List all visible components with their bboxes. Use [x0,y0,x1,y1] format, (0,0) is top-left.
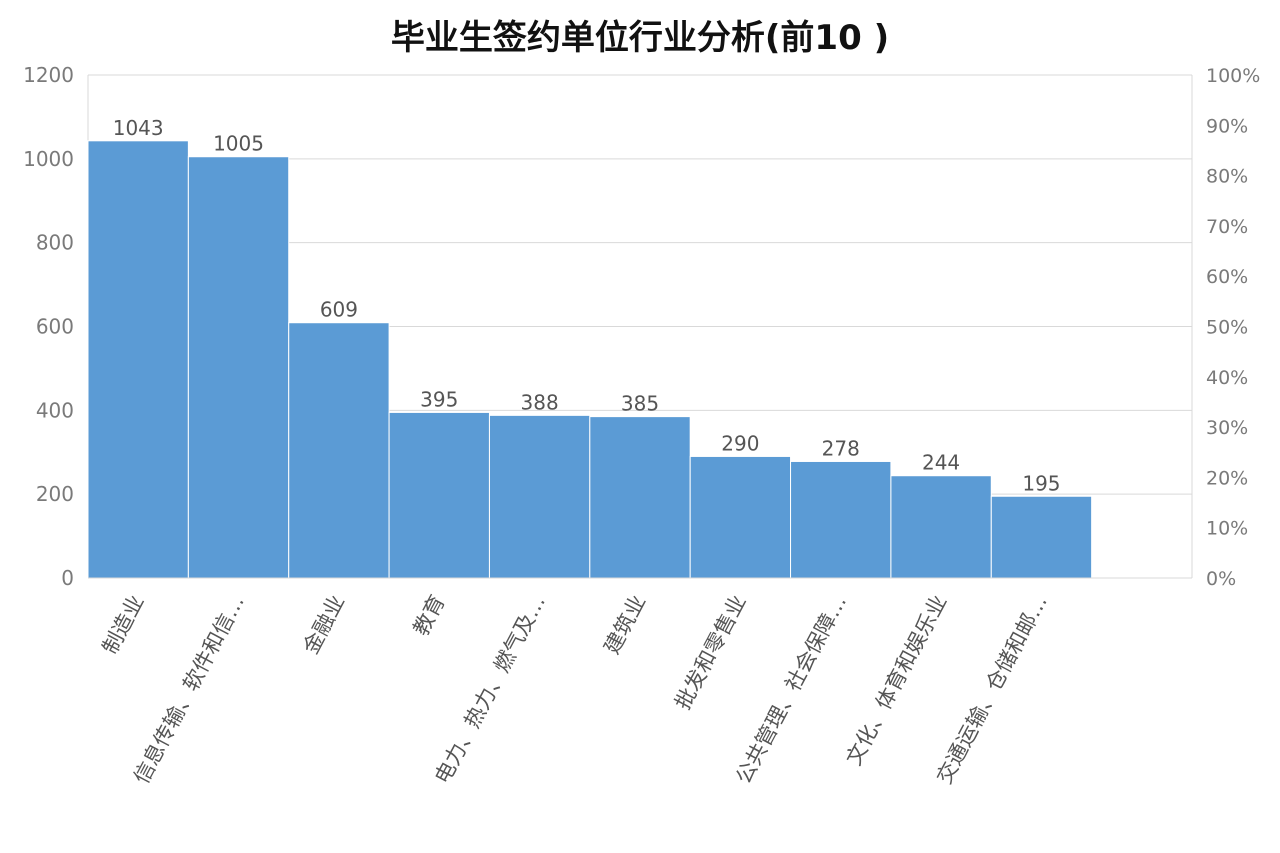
data-label: 385 [621,392,659,416]
y2-tick-label: 60% [1206,266,1248,288]
y-tick-label: 1000 [23,147,74,171]
x-tick-label: 信息传输、软件和信… [129,591,249,788]
x-tick-label: 建筑业 [600,591,651,658]
bar [388,411,490,579]
y2-tick-label: 100% [1206,65,1260,87]
bar [689,455,792,579]
x-tick-label: 电力、热力、燃气及… [430,591,550,788]
bar [890,475,992,579]
x-tick-label: 文化、体育和娱乐业 [842,591,952,769]
y2-tick-label: 90% [1206,115,1248,137]
bar [990,495,1093,579]
bar [589,416,691,579]
data-label: 1005 [213,132,264,156]
y2-tick-label: 10% [1206,518,1248,540]
y2-tick-label: 50% [1206,317,1248,339]
x-tick-label: 金融业 [299,591,350,658]
bar [187,156,290,579]
chart-title: 毕业生签约单位行业分析(前10 ) [390,18,890,58]
y-tick-label: 200 [36,482,74,506]
x-tick-label: 公共管理、社会保障… [731,591,851,788]
x-tick-label: 批发和零售业 [670,591,750,714]
y2-tick-label: 0% [1206,568,1236,590]
y2-tick-label: 70% [1206,216,1248,238]
data-label: 609 [320,298,358,322]
y2-tick-label: 20% [1206,467,1248,489]
x-tick-label: 交通运输、仓储和邮… [932,591,1052,788]
y-tick-label: 400 [36,398,74,422]
y2-tick-label: 30% [1206,417,1248,439]
data-label: 244 [922,451,960,475]
data-label: 195 [1022,471,1060,495]
data-label: 1043 [113,116,164,140]
y2-tick-label: 80% [1206,166,1248,188]
x-tick-label: 教育 [409,591,450,639]
y-tick-label: 800 [36,231,74,255]
bar [87,140,189,579]
data-label: 395 [420,387,458,411]
y-tick-label: 1200 [23,63,74,87]
data-label: 388 [521,390,559,414]
data-label: 290 [721,431,759,455]
y-tick-label: 0 [61,566,74,590]
bar [288,322,390,579]
bar [488,414,591,579]
y-tick-label: 600 [36,315,74,339]
y2-tick-label: 40% [1206,367,1248,389]
bar [790,460,892,579]
data-label: 278 [822,436,860,460]
x-tick-label: 制造业 [98,591,149,658]
